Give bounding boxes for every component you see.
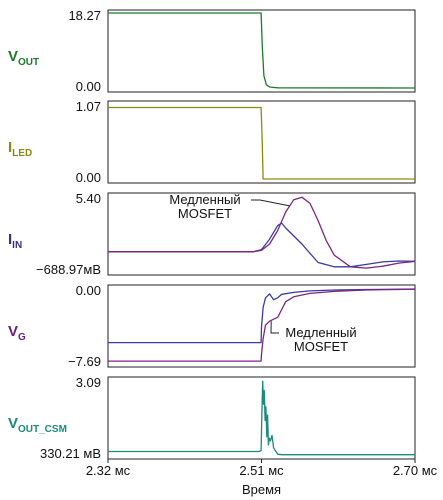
panel-frame-iin bbox=[107, 192, 416, 276]
signal-label-vout: VOUT bbox=[8, 48, 39, 68]
ytick-label-top-iin: 5.40 bbox=[76, 191, 101, 206]
annotation-leader-iin bbox=[251, 199, 290, 207]
ytick-label-top-vg: 0.00 bbox=[76, 283, 101, 298]
trace-vg-1 bbox=[108, 288, 416, 362]
ytick-label-top-vout: 18.27 bbox=[68, 8, 101, 23]
ytick-label-top-iled: 1.07 bbox=[76, 99, 101, 114]
signal-label-iin: IIN bbox=[8, 231, 22, 251]
annotation-line2-iin: MOSFET bbox=[178, 206, 232, 221]
signal-label-vout_csm: VOUT_CSM bbox=[8, 415, 67, 435]
signal-label-iled: ILED bbox=[8, 139, 32, 159]
ytick-label-bottom-vg: −7.69 bbox=[68, 354, 101, 369]
x-axis-title: Время bbox=[242, 482, 281, 497]
xtick-label-2: 2.70 мс bbox=[393, 463, 438, 478]
trace-vg-0 bbox=[108, 288, 416, 344]
annotation-line2-vg: MOSFET bbox=[294, 339, 348, 354]
ytick-label-bottom-iled: 0.00 bbox=[76, 170, 101, 185]
xtick-label-0: 2.32 мс bbox=[86, 463, 131, 478]
ytick-label-top-vout_csm: 3.09 bbox=[76, 375, 101, 390]
trace-vout-0 bbox=[108, 12, 416, 89]
trace-iin-1 bbox=[108, 196, 416, 269]
ytick-label-bottom-vout: 0.00 bbox=[76, 79, 101, 94]
ytick-label-bottom-vout_csm: 330.21 мВ bbox=[40, 446, 101, 461]
ytick-label-bottom-iin: −688.97мВ bbox=[36, 262, 101, 277]
annotation-line1-vg: Медленный bbox=[285, 325, 356, 340]
annotation-leader-vg bbox=[270, 321, 279, 334]
xtick-label-1: 2.51 мс bbox=[239, 463, 284, 478]
trace-vout_csm-0 bbox=[108, 380, 415, 456]
trace-iled-0 bbox=[108, 106, 415, 180]
annotation-line1-iin: Медленный bbox=[169, 192, 240, 207]
trace-iin-0 bbox=[108, 222, 416, 268]
signal-label-vg: VG bbox=[8, 323, 26, 343]
